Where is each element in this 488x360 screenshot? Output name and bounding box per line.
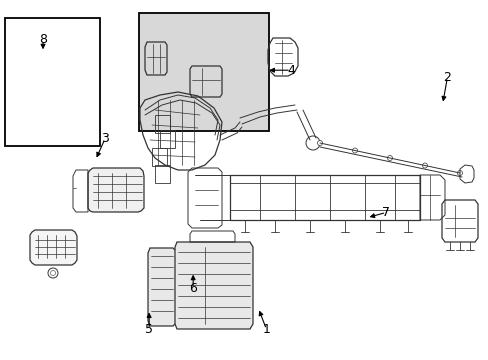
Text: 7: 7 xyxy=(382,206,389,219)
Polygon shape xyxy=(148,248,176,326)
Text: 6: 6 xyxy=(189,282,197,294)
Polygon shape xyxy=(30,230,77,265)
Circle shape xyxy=(457,171,462,175)
Bar xyxy=(5,18,100,146)
Text: 2: 2 xyxy=(443,71,450,84)
Polygon shape xyxy=(175,242,252,329)
Circle shape xyxy=(317,140,322,145)
Bar xyxy=(139,13,268,131)
Polygon shape xyxy=(88,168,143,212)
Text: 5: 5 xyxy=(145,323,153,336)
Text: 8: 8 xyxy=(39,33,47,46)
Text: 4: 4 xyxy=(286,64,294,77)
Text: 3: 3 xyxy=(101,132,109,145)
Circle shape xyxy=(386,156,392,161)
Text: 1: 1 xyxy=(262,323,270,336)
Circle shape xyxy=(422,163,427,168)
Circle shape xyxy=(352,148,357,153)
